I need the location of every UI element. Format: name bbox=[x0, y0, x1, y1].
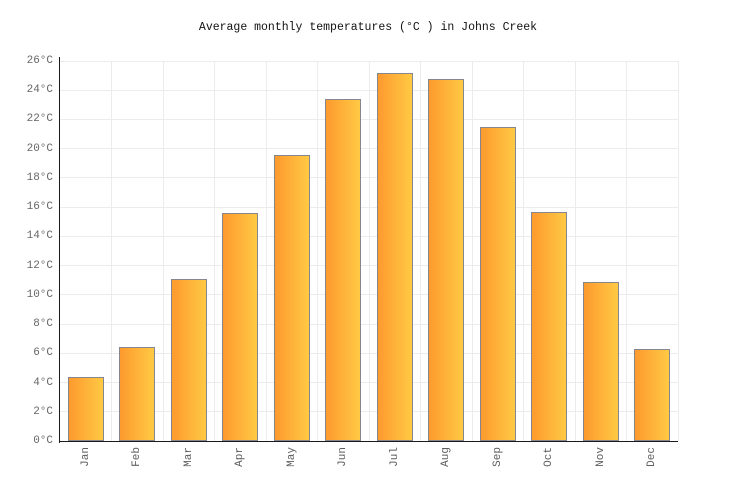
x-axis-tick-label: May bbox=[285, 447, 298, 467]
vertical-gridline bbox=[368, 61, 370, 441]
vertical-gridline bbox=[420, 61, 421, 441]
y-axis-tick-label: 24°C bbox=[26, 84, 53, 97]
x-axis-tick-label: Oct bbox=[543, 447, 556, 467]
bar-jan bbox=[67, 376, 104, 441]
vertical-gridline bbox=[626, 61, 627, 441]
bar-apr bbox=[222, 213, 259, 441]
x-axis-tick-label: Aug bbox=[440, 447, 453, 467]
vertical-gridline bbox=[471, 61, 473, 441]
y-axis-tick-label: 0°C bbox=[33, 435, 53, 447]
y-axis-tick-label: 22°C bbox=[26, 113, 53, 126]
vertical-gridline bbox=[265, 61, 267, 441]
y-axis-tick-label: 2°C bbox=[33, 405, 53, 418]
y-axis-tick-label: 18°C bbox=[26, 171, 53, 184]
bar-jul bbox=[376, 72, 413, 441]
x-axis-tick-label: Sep bbox=[491, 447, 504, 467]
x-axis-line bbox=[58, 440, 678, 442]
x-axis-tick-label: Jun bbox=[337, 447, 350, 467]
y-axis-tick-label: 10°C bbox=[26, 288, 53, 301]
bar-feb bbox=[119, 347, 156, 441]
y-axis-tick-label: 4°C bbox=[33, 376, 53, 389]
y-axis-tick-label: 20°C bbox=[26, 142, 53, 155]
vertical-gridline bbox=[162, 61, 164, 441]
bar-aug bbox=[428, 78, 465, 441]
vertical-gridline bbox=[317, 61, 318, 441]
bar-nov bbox=[582, 281, 619, 441]
y-axis-tick-label: 14°C bbox=[26, 230, 53, 243]
x-axis-tick-label: Feb bbox=[131, 447, 144, 467]
bar-mar bbox=[170, 278, 207, 441]
x-axis-tick-label: Jul bbox=[388, 447, 401, 467]
y-axis-tick-label: 12°C bbox=[26, 259, 53, 272]
vertical-gridline bbox=[214, 61, 215, 441]
y-axis-tick-label: 16°C bbox=[26, 201, 53, 214]
y-axis-tick-label: 8°C bbox=[33, 318, 53, 331]
bar-dec bbox=[634, 348, 671, 441]
bar-jun bbox=[325, 99, 362, 441]
x-axis-tick-label: Nov bbox=[594, 447, 607, 467]
x-axis-tick-label: Mar bbox=[182, 447, 195, 467]
x-axis-tick-label: Dec bbox=[646, 447, 659, 467]
x-axis-tick-label: Apr bbox=[234, 447, 247, 467]
vertical-gridline bbox=[677, 61, 679, 441]
vertical-gridline bbox=[111, 61, 112, 441]
y-axis-line bbox=[58, 57, 60, 443]
y-axis-tick-label: 6°C bbox=[33, 347, 53, 360]
chart-title: Average monthly temperatures (°C ) in Jo… bbox=[198, 21, 538, 34]
vertical-gridline bbox=[574, 61, 576, 441]
vertical-gridline bbox=[523, 61, 524, 441]
bar-oct bbox=[531, 211, 568, 441]
x-axis-tick-label: Jan bbox=[79, 447, 92, 467]
y-axis-tick-label: 26°C bbox=[26, 55, 53, 67]
bar-may bbox=[273, 154, 310, 441]
bar-sep bbox=[479, 126, 516, 441]
